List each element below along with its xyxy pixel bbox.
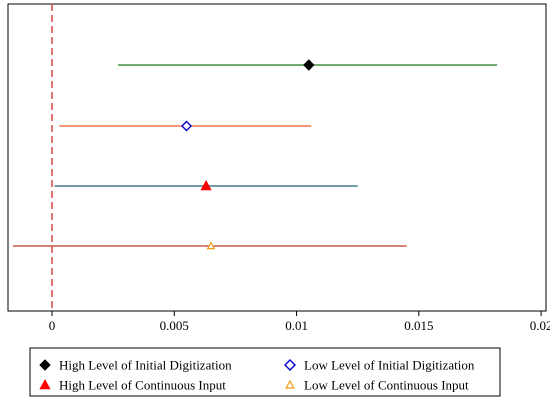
legend-label: High Level of Initial Digitization — [59, 358, 232, 373]
point-estimate-marker — [303, 59, 315, 71]
legend-marker — [39, 378, 51, 390]
x-tick-label: 0.01 — [285, 318, 308, 333]
legend-marker — [39, 359, 51, 371]
legend-label: Low Level of Continuous Input — [304, 378, 469, 393]
x-tick-label: 0.005 — [160, 318, 189, 333]
point-estimate-marker — [181, 120, 193, 132]
legend-box — [29, 347, 501, 397]
point-estimate-marker — [200, 179, 212, 191]
x-tick-label: 0.02 — [530, 318, 550, 333]
x-tick-label: 0.015 — [404, 318, 433, 333]
plot-frame — [7, 3, 547, 312]
legend-label: High Level of Continuous Input — [59, 378, 226, 393]
point-estimate-marker — [206, 241, 216, 250]
x-tick-label: 0 — [49, 318, 56, 333]
legend-marker — [285, 379, 295, 389]
legend-marker — [284, 359, 296, 371]
legend-label: Low Level of Initial Digitization — [304, 358, 475, 373]
